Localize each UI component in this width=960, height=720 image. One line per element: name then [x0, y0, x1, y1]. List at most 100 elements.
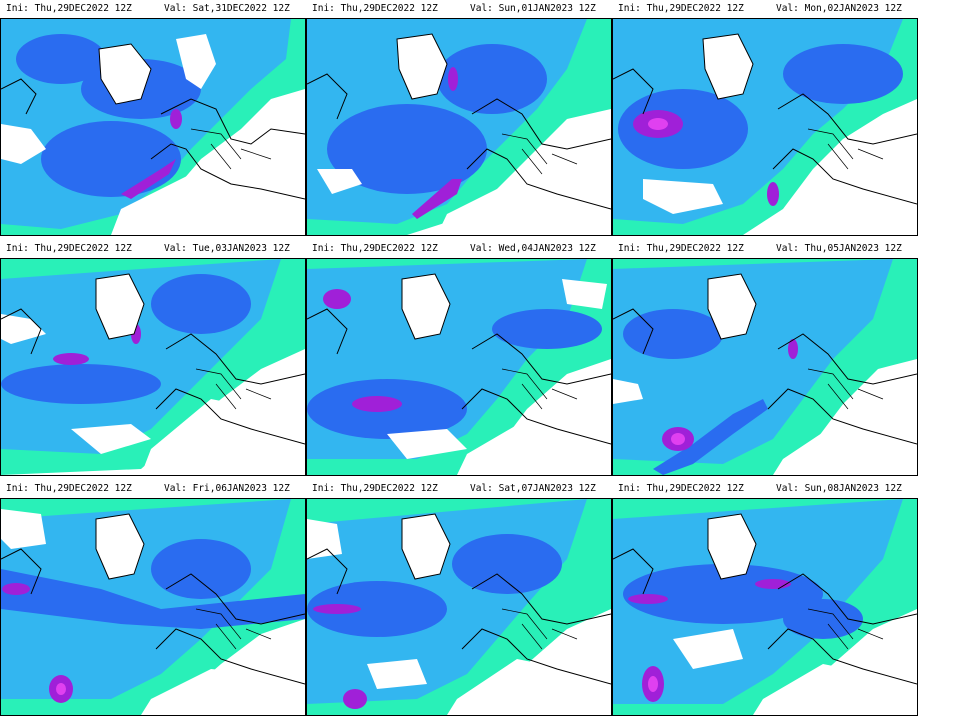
map-graphic — [1, 499, 305, 715]
panel-header: Ini: Thu,29DEC2022 12Z Val: Sun,01JAN202… — [306, 0, 612, 18]
border-lines — [807, 368, 884, 410]
field-extreme — [628, 594, 668, 604]
coastline — [777, 333, 917, 385]
map-graphic — [613, 19, 917, 235]
greenland-landmass — [98, 43, 152, 105]
coastline — [1, 78, 37, 115]
coastline — [1, 548, 42, 595]
forecast-map — [0, 498, 306, 716]
field-extreme — [448, 67, 458, 91]
border-lines — [501, 608, 578, 650]
field-extreme — [121, 159, 176, 199]
clear-area — [71, 424, 151, 454]
field-extreme — [53, 353, 89, 365]
init-time-label: Ini: Thu,29DEC2022 12Z — [6, 243, 132, 254]
init-time-label: Ini: Thu,29DEC2022 12Z — [618, 3, 744, 14]
coastline — [307, 308, 348, 355]
border-lines — [807, 128, 884, 170]
border-lines — [195, 368, 272, 410]
field-high — [1, 569, 305, 629]
forecast-map — [612, 258, 918, 476]
forecast-map — [306, 18, 612, 236]
border-lines — [807, 608, 884, 650]
field-high — [452, 534, 562, 594]
panel-header: Ini: Thu,29DEC2022 12Z Val: Thu,05JAN202… — [612, 240, 918, 258]
coastline — [777, 93, 917, 145]
clear-area — [773, 179, 917, 235]
coastline — [155, 628, 305, 685]
clear-area — [457, 409, 611, 475]
clear-area — [111, 159, 305, 235]
coastline — [471, 573, 611, 625]
forecast-map — [612, 18, 918, 236]
field-high — [783, 599, 863, 639]
forecast-map — [612, 498, 918, 716]
forecast-panel-6: Ini: Thu,29DEC2022 12Z Val: Thu,05JAN202… — [612, 240, 918, 476]
coastline — [613, 308, 654, 355]
border-lines — [501, 368, 578, 410]
field-extreme — [2, 583, 30, 595]
coastline — [461, 628, 611, 685]
panel-header: Ini: Thu,29DEC2022 12Z Val: Sat,31DEC202… — [0, 0, 306, 18]
panel-header: Ini: Thu,29DEC2022 12Z Val: Mon,02JAN202… — [612, 0, 918, 18]
clear-area — [317, 169, 362, 194]
clear-area — [141, 389, 305, 475]
valid-time-label: Val: Sun,08JAN2023 12Z — [776, 483, 902, 494]
forecast-panel-8: Ini: Thu,29DEC2022 12Z Val: Sat,07JAN202… — [306, 480, 612, 716]
clear-area — [367, 659, 427, 689]
valid-time-label: Val: Sat,07JAN2023 12Z — [470, 483, 596, 494]
field-high — [1, 364, 161, 404]
map-graphic — [307, 259, 611, 475]
coastline — [155, 388, 305, 445]
map-graphic — [1, 19, 305, 235]
field-peak — [648, 676, 658, 692]
clear-area — [387, 429, 467, 459]
field-high — [327, 104, 487, 194]
coastline — [160, 98, 305, 145]
panel-header: Ini: Thu,29DEC2022 12Z Val: Sun,08JAN202… — [612, 480, 918, 498]
greenland-landmass — [95, 273, 145, 340]
map-graphic — [613, 259, 917, 475]
border-lines — [501, 133, 578, 175]
clear-area — [307, 519, 342, 559]
panel-header: Ini: Thu,29DEC2022 12Z Val: Wed,04JAN202… — [306, 240, 612, 258]
field-extreme — [412, 179, 462, 219]
clear-area — [562, 279, 607, 309]
field-extreme — [313, 604, 361, 614]
init-time-label: Ini: Thu,29DEC2022 12Z — [618, 243, 744, 254]
field-extreme — [323, 289, 351, 309]
forecast-map — [306, 498, 612, 716]
valid-time-label: Val: Sat,31DEC2022 12Z — [164, 3, 290, 14]
coastline — [307, 73, 348, 120]
field-high — [623, 309, 723, 359]
greenland-landmass — [707, 513, 757, 580]
field-high — [653, 399, 768, 475]
map-graphic — [613, 499, 917, 715]
valid-time-label: Val: Wed,04JAN2023 12Z — [470, 243, 596, 254]
forecast-map — [306, 258, 612, 476]
border-lines — [195, 608, 272, 650]
clear-area — [773, 409, 917, 475]
forecast-panel-5: Ini: Thu,29DEC2022 12Z Val: Wed,04JAN202… — [306, 240, 612, 476]
field-peak — [671, 433, 685, 445]
coastline — [150, 143, 305, 200]
panel-header: Ini: Thu,29DEC2022 12Z Val: Sat,07JAN202… — [306, 480, 612, 498]
forecast-panel-9: Ini: Thu,29DEC2022 12Z Val: Sun,08JAN202… — [612, 480, 918, 716]
border-lines — [190, 128, 272, 170]
init-time-label: Ini: Thu,29DEC2022 12Z — [312, 3, 438, 14]
panel-header: Ini: Thu,29DEC2022 12Z Val: Tue,03JAN202… — [0, 240, 306, 258]
field-peak — [56, 683, 66, 695]
clear-area — [1, 509, 46, 549]
forecast-panel-2: Ini: Thu,29DEC2022 12Z Val: Sun,01JAN202… — [306, 0, 612, 236]
greenland-landmass — [702, 33, 754, 100]
coastline — [1, 308, 42, 355]
field-high — [492, 309, 602, 349]
coastline — [461, 388, 611, 445]
clear-area — [1, 124, 46, 164]
map-graphic — [307, 19, 611, 235]
field-high — [783, 44, 903, 104]
forecast-panel-4: Ini: Thu,29DEC2022 12Z Val: Tue,03JAN202… — [0, 240, 306, 476]
panel-header: Ini: Thu,29DEC2022 12Z Val: Fri,06JAN202… — [0, 480, 306, 498]
clear-area — [673, 629, 743, 669]
